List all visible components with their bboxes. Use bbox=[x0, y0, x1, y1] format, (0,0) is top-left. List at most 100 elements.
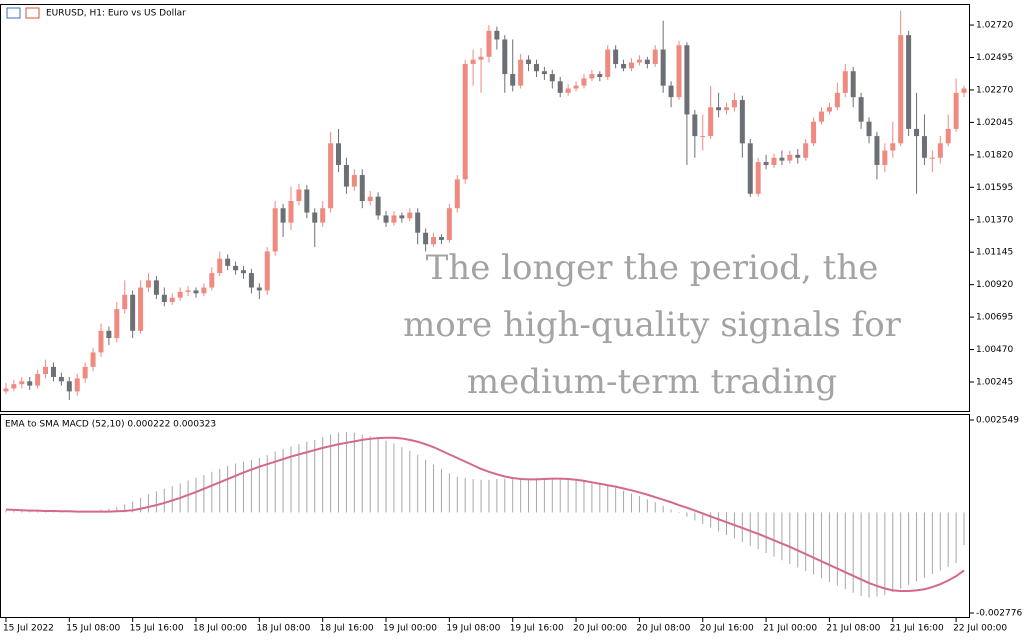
candle-body bbox=[280, 208, 286, 223]
y-tick-label: 0.002549 bbox=[976, 416, 1019, 426]
candle-body bbox=[890, 143, 896, 151]
candle-body bbox=[961, 88, 967, 93]
symbol-icons bbox=[6, 7, 40, 19]
candle-body bbox=[90, 352, 96, 367]
candle-body bbox=[834, 92, 840, 108]
candle-body bbox=[660, 49, 666, 86]
y-tick-label: 1.00245 bbox=[976, 378, 1013, 388]
candle-body bbox=[3, 388, 9, 392]
y-tick-label: 1.02270 bbox=[976, 85, 1013, 95]
candle-body bbox=[518, 59, 524, 86]
candle-body bbox=[613, 49, 619, 64]
annotation-line: The longer the period, the bbox=[426, 248, 879, 288]
y-tick-label: 1.00695 bbox=[976, 313, 1013, 323]
y-tick-label: -0.002776 bbox=[976, 609, 1022, 619]
x-tick-label: 21 Jul 08:00 bbox=[826, 624, 880, 634]
candle-body bbox=[771, 157, 777, 165]
y-tick-label: 1.01145 bbox=[976, 248, 1013, 258]
candle-body bbox=[724, 107, 729, 111]
candle-body bbox=[621, 63, 627, 69]
candle-body bbox=[185, 290, 191, 292]
candle-body bbox=[74, 378, 80, 392]
y-tick-label: 1.02495 bbox=[976, 53, 1013, 63]
candle-body bbox=[454, 179, 460, 209]
candle-body bbox=[312, 212, 318, 223]
candle-body bbox=[359, 175, 365, 202]
candle-body bbox=[241, 270, 246, 274]
candle-body bbox=[906, 35, 912, 129]
candle-body bbox=[391, 215, 397, 223]
x-tick-label: 20 Jul 08:00 bbox=[636, 624, 690, 634]
candle-body bbox=[114, 309, 120, 339]
candle-body bbox=[914, 128, 920, 137]
candle-body bbox=[628, 62, 634, 69]
candle-body bbox=[581, 78, 587, 86]
signal-line bbox=[5, 436, 965, 593]
candle-body bbox=[826, 107, 832, 112]
candle-body bbox=[367, 196, 373, 202]
x-tick-label: 18 Jul 08:00 bbox=[256, 624, 310, 634]
price-pane bbox=[0, 4, 970, 412]
candle-body bbox=[431, 237, 437, 245]
candle-body bbox=[351, 175, 357, 187]
annotation-line: more high-quality signals for bbox=[403, 305, 902, 345]
candle-body bbox=[383, 215, 389, 223]
candle-body bbox=[597, 74, 603, 77]
candle-body bbox=[264, 251, 270, 291]
candle-body bbox=[573, 85, 579, 89]
candle-body bbox=[921, 136, 927, 158]
candle-body bbox=[494, 30, 500, 40]
x-tick-label: 18 Jul 16:00 bbox=[320, 624, 374, 634]
y-tick-label: 1.01820 bbox=[976, 150, 1013, 160]
candle-body bbox=[248, 273, 254, 288]
x-tick-label: 21 Jul 16:00 bbox=[890, 624, 944, 634]
candle-body bbox=[35, 374, 41, 386]
x-tick-label: 20 Jul 00:00 bbox=[573, 624, 627, 634]
y-tick-label: 1.00920 bbox=[976, 280, 1013, 290]
candle-body bbox=[716, 107, 722, 111]
icon bbox=[25, 7, 40, 19]
candle-body bbox=[739, 100, 745, 144]
candle-body bbox=[320, 208, 326, 223]
candle-body bbox=[272, 208, 278, 252]
x-tick-label: 15 Jul 16:00 bbox=[130, 624, 184, 634]
candle-body bbox=[937, 143, 943, 158]
x-tick-label: 18 Jul 00:00 bbox=[193, 624, 247, 634]
candle-body bbox=[225, 258, 231, 266]
candle-body bbox=[11, 384, 17, 389]
candle-body bbox=[209, 273, 215, 288]
candle-body bbox=[201, 287, 207, 294]
icon bbox=[6, 7, 21, 19]
candle-body bbox=[145, 280, 151, 288]
candle-body bbox=[795, 154, 801, 158]
candle-body bbox=[438, 237, 444, 240]
x-tick-label: 20 Jul 16:00 bbox=[700, 624, 754, 634]
candle-body bbox=[526, 59, 532, 64]
candle-body bbox=[502, 39, 508, 75]
candle-body bbox=[470, 59, 476, 64]
candle-body bbox=[811, 121, 817, 144]
candle-body bbox=[304, 189, 310, 213]
candle-body bbox=[866, 121, 872, 137]
candle-body bbox=[43, 366, 49, 375]
candle-body bbox=[423, 232, 429, 245]
candle-body bbox=[898, 35, 904, 144]
candle-body bbox=[415, 212, 421, 233]
candle-body bbox=[138, 287, 144, 331]
candle-body bbox=[747, 143, 753, 194]
annotation: The longer the period, the more high-qual… bbox=[403, 248, 902, 402]
candle-body bbox=[193, 290, 199, 294]
y-tick-label: 1.02045 bbox=[976, 118, 1013, 128]
candle-body bbox=[953, 92, 959, 129]
candle-body bbox=[106, 330, 112, 339]
candle-body bbox=[589, 74, 595, 79]
candle-body bbox=[731, 100, 737, 108]
candle-body bbox=[644, 59, 650, 64]
x-tick-label: 19 Jul 16:00 bbox=[510, 624, 564, 634]
candle-body bbox=[122, 294, 128, 310]
x-tick-label: 15 Jul 08:00 bbox=[66, 624, 120, 634]
candle-body bbox=[549, 74, 555, 82]
candle-body bbox=[82, 366, 88, 379]
candle-body bbox=[256, 287, 262, 291]
candle-body bbox=[328, 143, 334, 209]
